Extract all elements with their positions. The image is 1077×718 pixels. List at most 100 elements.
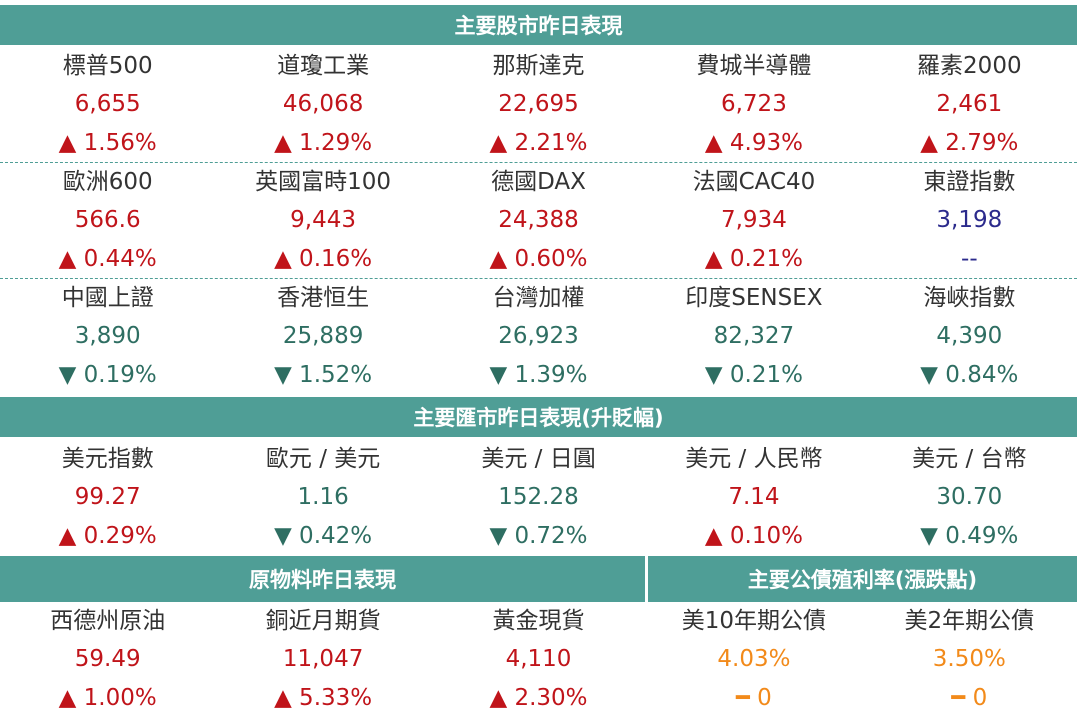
quote-change: ▼ 0.42%	[274, 523, 373, 549]
row-divider	[0, 162, 1077, 163]
quote-gold-spot[interactable]: 黃金現貨 4,110 ▲ 2.30%	[431, 602, 646, 718]
quote-change: ━ 0	[951, 685, 988, 711]
quote-value: 7.14	[728, 484, 780, 510]
quote-value: 46,068	[282, 91, 364, 117]
quote-change: ▲ 0.60%	[489, 246, 588, 272]
quote-straits-times[interactable]: 海峽指數 4,390 ▼ 0.84%	[862, 279, 1077, 395]
quote-change: ▲ 0.44%	[58, 246, 157, 272]
quote-name: 銅近月期貨	[265, 608, 381, 634]
quote-value: 4,110	[505, 646, 572, 672]
quote-change: ▲ 4.93%	[704, 130, 803, 156]
quote-value: 11,047	[282, 646, 364, 672]
quote-change: ▲ 2.79%	[920, 130, 1019, 156]
quote-topix[interactable]: 東證指數 3,198 --	[862, 163, 1077, 279]
commodities-bonds-header: 原物料昨日表現 主要公債殖利率(漲跌點)	[0, 556, 1077, 602]
quote-value: 30.70	[936, 484, 1003, 510]
quote-name: 歐元 / 美元	[265, 446, 381, 472]
quote-change: ▼ 0.21%	[704, 362, 803, 388]
bonds-header-title: 主要公債殖利率(漲跌點)	[747, 568, 978, 592]
quote-stoxx600[interactable]: 歐洲600 566.6 ▲ 0.44%	[0, 163, 215, 279]
quote-change: ▼ 0.72%	[489, 523, 588, 549]
commodities-section-header: 原物料昨日表現	[0, 556, 645, 602]
quote-name: 法國CAC40	[692, 169, 816, 195]
quote-value: 6,655	[74, 91, 141, 117]
quote-taiex[interactable]: 台灣加權 26,923 ▼ 1.39%	[431, 279, 646, 395]
quote-name: 東證指數	[923, 169, 1016, 195]
stocks-row-3: 中國上證 3,890 ▼ 0.19% 香港恒生 25,889 ▼ 1.52% 台…	[0, 279, 1077, 395]
quote-name: 英國富時100	[255, 169, 392, 195]
quote-name: 那斯達克	[492, 53, 585, 79]
quote-change: --	[961, 246, 978, 272]
quote-name: 美元 / 人民幣	[685, 446, 823, 472]
quote-value: 3.50%	[932, 646, 1006, 672]
quote-value: 9,443	[290, 207, 357, 233]
header-separator	[645, 556, 648, 602]
quote-sox[interactable]: 費城半導體 6,723 ▲ 4.93%	[646, 47, 861, 163]
quote-name: 海峽指數	[923, 285, 1016, 311]
quote-name: 香港恒生	[277, 285, 370, 311]
quote-hang-seng[interactable]: 香港恒生 25,889 ▼ 1.52%	[215, 279, 430, 395]
quote-name: 印度SENSEX	[685, 285, 823, 311]
quote-change: ▼ 0.19%	[58, 362, 157, 388]
quote-change: ▲ 0.21%	[704, 246, 803, 272]
quote-name: 美元指數	[61, 446, 154, 472]
quote-value: 566.6	[74, 207, 141, 233]
quote-dxy[interactable]: 美元指數 99.27 ▲ 0.29%	[0, 440, 215, 556]
quote-change: ▲ 1.29%	[274, 130, 373, 156]
quote-usd-twd[interactable]: 美元 / 台幣 30.70 ▼ 0.49%	[862, 440, 1077, 556]
quote-value: 82,327	[713, 323, 795, 349]
quote-name: 羅素2000	[917, 53, 1022, 79]
quote-russell2000[interactable]: 羅素2000 2,461 ▲ 2.79%	[862, 47, 1077, 163]
bonds-section-header: 主要公債殖利率(漲跌點)	[648, 556, 1077, 602]
quote-name: 美10年期公債	[681, 608, 827, 634]
quote-value: 24,388	[498, 207, 579, 233]
fx-row: 美元指數 99.27 ▲ 0.29% 歐元 / 美元 1.16 ▼ 0.42% …	[0, 440, 1077, 556]
quote-name: 西德州原油	[50, 608, 166, 634]
commodities-header-title: 原物料昨日表現	[249, 568, 396, 592]
quote-change: ▼ 1.52%	[274, 362, 373, 388]
quote-value: 2,461	[936, 91, 1003, 117]
quote-change: ▲ 5.33%	[274, 685, 373, 711]
quote-eur-usd[interactable]: 歐元 / 美元 1.16 ▼ 0.42%	[215, 440, 430, 556]
quote-name: 標普500	[62, 53, 153, 79]
quote-change: ▲ 0.10%	[704, 523, 803, 549]
quote-name: 台灣加權	[492, 285, 585, 311]
stocks-row-1: 標普500 6,655 ▲ 1.56% 道瓊工業 46,068 ▲ 1.29% …	[0, 47, 1077, 163]
quote-copper-futures[interactable]: 銅近月期貨 11,047 ▲ 5.33%	[215, 602, 430, 718]
quote-nasdaq[interactable]: 那斯達克 22,695 ▲ 2.21%	[431, 47, 646, 163]
quote-sp500[interactable]: 標普500 6,655 ▲ 1.56%	[0, 47, 215, 163]
quote-name: 中國上證	[61, 285, 154, 311]
quote-name: 美2年期公債	[904, 608, 1035, 634]
quote-dax[interactable]: 德國DAX 24,388 ▲ 0.60%	[431, 163, 646, 279]
quote-usd-cny[interactable]: 美元 / 人民幣 7.14 ▲ 0.10%	[646, 440, 861, 556]
quote-change: ▼ 1.39%	[489, 362, 588, 388]
quote-shanghai[interactable]: 中國上證 3,890 ▼ 0.19%	[0, 279, 215, 395]
quote-us10y[interactable]: 美10年期公債 4.03% ━ 0	[646, 602, 861, 718]
row-divider	[0, 278, 1077, 279]
quote-change: ▲ 0.29%	[58, 523, 157, 549]
quote-name: 美元 / 台幣	[912, 446, 1027, 472]
quote-wti-crude[interactable]: 西德州原油 59.49 ▲ 1.00%	[0, 602, 215, 718]
quote-change: ▼ 0.49%	[920, 523, 1019, 549]
quote-change: ▲ 1.56%	[58, 130, 157, 156]
quote-value: 26,923	[498, 323, 579, 349]
quote-value: 3,198	[936, 207, 1003, 233]
quote-value: 3,890	[74, 323, 141, 349]
quote-us2y[interactable]: 美2年期公債 3.50% ━ 0	[862, 602, 1077, 718]
quote-dow-jones[interactable]: 道瓊工業 46,068 ▲ 1.29%	[215, 47, 430, 163]
quote-change: ▲ 2.30%	[489, 685, 588, 711]
quote-cac40[interactable]: 法國CAC40 7,934 ▲ 0.21%	[646, 163, 861, 279]
quote-change: ▲ 1.00%	[58, 685, 157, 711]
quote-value: 4.03%	[717, 646, 791, 672]
quote-sensex[interactable]: 印度SENSEX 82,327 ▼ 0.21%	[646, 279, 861, 395]
quote-usd-jpy[interactable]: 美元 / 日圓 152.28 ▼ 0.72%	[431, 440, 646, 556]
stocks-row-2: 歐洲600 566.6 ▲ 0.44% 英國富時100 9,443 ▲ 0.16…	[0, 163, 1077, 279]
fx-section-header: 主要匯市昨日表現(升貶幅)	[0, 397, 1077, 437]
quote-name: 德國DAX	[491, 169, 586, 195]
quote-value: 7,934	[720, 207, 787, 233]
quote-value: 152.28	[498, 484, 579, 510]
quote-value: 22,695	[498, 91, 579, 117]
quote-value: 59.49	[74, 646, 141, 672]
quote-ftse100[interactable]: 英國富時100 9,443 ▲ 0.16%	[215, 163, 430, 279]
